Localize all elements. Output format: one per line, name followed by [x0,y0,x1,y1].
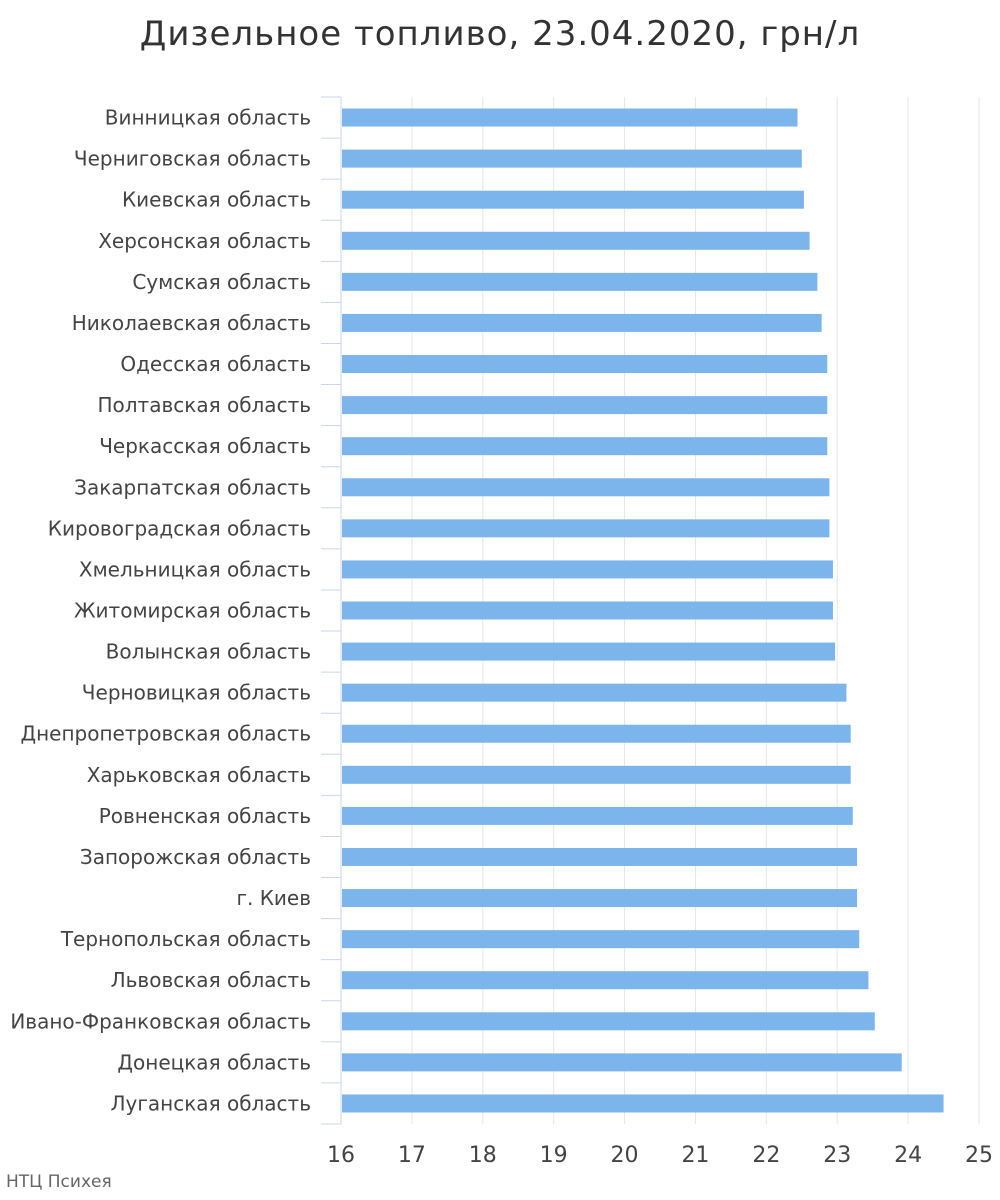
category-label: Киевская область [122,188,311,212]
category-label: Закарпатская область [74,475,311,499]
bar[interactable] [342,231,810,250]
axes [321,96,342,1125]
chart-title: Дизельное топливо, 23.04.2020, грн/л [139,14,861,54]
category-label: Полтавская область [97,393,311,417]
category-label: Запорожская область [80,845,311,869]
category-label: Харьковская область [87,763,311,787]
x-tick-label: 22 [752,1143,780,1168]
category-label: Кировоградская область [48,516,311,540]
category-label: Львовская область [111,968,311,992]
bar[interactable] [342,1094,944,1113]
bar[interactable] [342,190,804,209]
x-tick-label: 20 [611,1143,639,1168]
bar[interactable] [342,313,822,332]
bar[interactable] [342,396,828,415]
category-label: Винницкая область [105,106,311,130]
category-label: Сумская область [132,270,311,294]
x-tick-label: 21 [681,1143,709,1168]
x-tick-label: 19 [540,1143,568,1168]
category-label: Одесская область [120,352,311,376]
category-label: Ивано-Франковская область [10,1009,311,1033]
category-labels: Винницкая область Черниговская область Кие… [10,106,311,1116]
category-label: Донецкая область [117,1050,311,1074]
x-tick-labels: 16 17 18 19 20 21 22 23 24 25 [327,1143,993,1168]
x-tick-label: 18 [469,1143,497,1168]
category-label: Черниговская область [74,147,311,171]
category-label: г. Киев [236,886,311,910]
category-label: Тернопольская область [60,927,311,951]
bars [342,108,944,1113]
bar[interactable] [342,683,847,702]
category-label: Волынская область [106,640,311,664]
x-tick-label: 16 [327,1143,355,1168]
category-label: Днепропетровская область [20,722,311,746]
category-label: Ровненская область [99,804,311,828]
category-label: Николаевская область [72,311,311,335]
bar[interactable] [342,1012,875,1031]
x-tick-label: 24 [894,1143,922,1168]
bar[interactable] [342,519,830,538]
x-tick-label: 23 [823,1143,851,1168]
bar[interactable] [342,847,858,866]
bar[interactable] [342,272,818,291]
bar[interactable] [342,930,860,949]
bar[interactable] [342,108,798,127]
category-label: Черкасская область [99,434,311,458]
bar[interactable] [342,437,828,456]
bar[interactable] [342,765,851,784]
category-label: Черновицкая область [82,681,311,705]
bar[interactable] [342,1053,902,1072]
bar[interactable] [342,478,830,497]
bar[interactable] [342,642,836,661]
bar[interactable] [342,806,853,825]
bar[interactable] [342,560,833,579]
x-tick-label: 17 [398,1143,426,1168]
category-label: Хмельницкая область [79,557,311,581]
credit-label: НТЦ Психея [6,1172,112,1192]
bar[interactable] [342,971,869,990]
bar[interactable] [342,601,833,620]
bar[interactable] [342,724,851,743]
category-label: Херсонская область [98,229,311,253]
bar[interactable] [342,149,802,168]
category-label: Житомирская область [74,599,311,623]
bar[interactable] [342,889,858,908]
category-label: Луганская область [111,1091,311,1115]
bar[interactable] [342,355,828,374]
x-tick-label: 25 [965,1143,993,1168]
